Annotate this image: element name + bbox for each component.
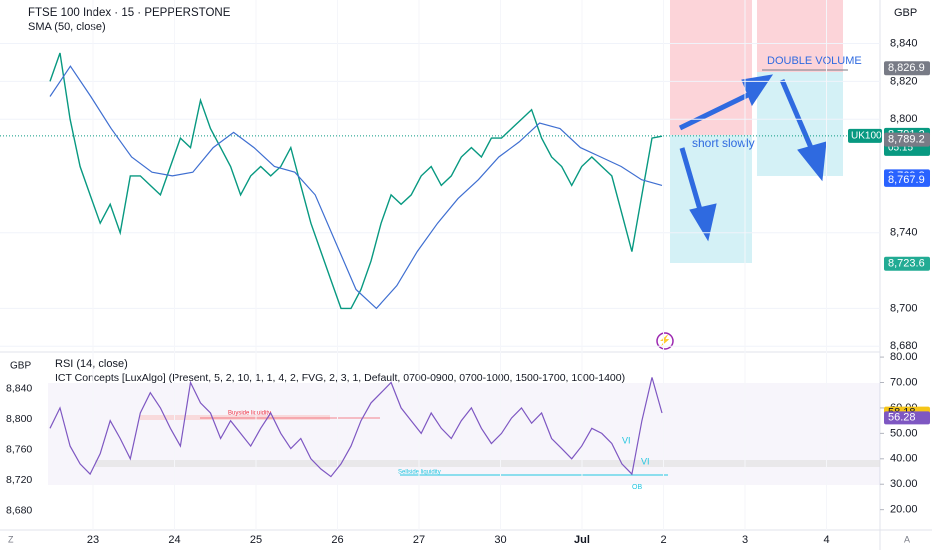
y-tick-label: 8,760 <box>6 444 32 456</box>
y-tick-label: 8,680 <box>890 340 918 352</box>
x-tick-label: 25 <box>250 534 262 546</box>
y-tick-label: 8,720 <box>6 474 32 486</box>
x-tick-label: 24 <box>168 534 180 546</box>
series-line <box>49 52 663 310</box>
y-tick-label: 8,840 <box>890 37 918 49</box>
x-tick-label: 26 <box>331 534 343 546</box>
symbol-tag: UK100 <box>851 130 882 141</box>
x-tick-label: 2 <box>660 534 666 546</box>
x-tick-label: 4 <box>823 534 829 546</box>
value-tag-label: 56.28 <box>888 411 916 423</box>
value-tag <box>884 411 930 425</box>
ict-label: VI <box>641 456 650 466</box>
event-icon: ⚡ <box>659 334 671 347</box>
indicator-label: SMA (50, close) <box>28 21 106 33</box>
corner-label: Z <box>8 534 14 544</box>
y-tick-label: 40.00 <box>890 453 918 465</box>
countdown: 05:15 <box>888 142 913 153</box>
currency: GBP <box>10 361 31 372</box>
y-tick-label: 8,840 <box>6 382 32 394</box>
price-tag <box>884 256 930 271</box>
y-tick-label: 50.00 <box>890 427 918 439</box>
corner-label: A <box>904 534 910 544</box>
price-tag-label: 8,767.9 <box>888 174 925 186</box>
x-tick-label: 30 <box>494 534 506 546</box>
annotation: DOUBLE VOLUME <box>767 55 862 67</box>
ict-label: VI <box>622 435 631 445</box>
x-tick-label: 27 <box>413 534 425 546</box>
series-line <box>49 65 663 310</box>
overlay-label: ICT Concepts [LuxAlgo] (Present, 5, 2, 1… <box>55 372 625 384</box>
y-tick-label: 8,820 <box>890 75 918 87</box>
price-tag-label: 8,723.6 <box>888 258 925 270</box>
event-icon <box>656 332 674 350</box>
currency: GBP <box>894 7 917 19</box>
arrows <box>678 74 827 242</box>
y-tick-label: 70.00 <box>890 376 918 388</box>
symbol-tag <box>848 128 882 143</box>
ict-label: OB <box>632 484 642 491</box>
price-tag-label: 8,789.2 <box>888 134 925 146</box>
price-tag <box>884 172 930 187</box>
price-tag <box>884 61 930 76</box>
x-tick-label: 23 <box>87 534 99 546</box>
x-tick-label: 3 <box>742 534 748 546</box>
series-line <box>49 377 663 478</box>
annotation: short slowly <box>692 136 755 150</box>
y-tick-label: 8,700 <box>890 302 918 314</box>
y-tick-label: 8,800 <box>6 413 32 425</box>
price-tag <box>884 132 930 147</box>
rsi-label: RSI (14, close) <box>55 358 128 370</box>
risk-box <box>757 0 843 72</box>
y-tick-label: 8,800 <box>890 113 918 125</box>
price-tag-label: 8,826.9 <box>888 62 925 74</box>
ict-label: Buyside liquidity <box>228 411 271 417</box>
y-tick-label: 20.00 <box>890 504 918 516</box>
y-tick-label: 30.00 <box>890 478 918 490</box>
x-tick-label: Jul <box>574 534 590 546</box>
rsi-band <box>48 383 880 485</box>
y-tick-label: 8,740 <box>890 227 918 239</box>
chart-title: FTSE 100 Index · 15 · PEPPERSTONE <box>28 7 231 19</box>
y-tick-label: 80.00 <box>890 351 918 363</box>
y-tick-label: 8,680 <box>6 505 32 517</box>
liquidity-zone <box>95 460 880 467</box>
